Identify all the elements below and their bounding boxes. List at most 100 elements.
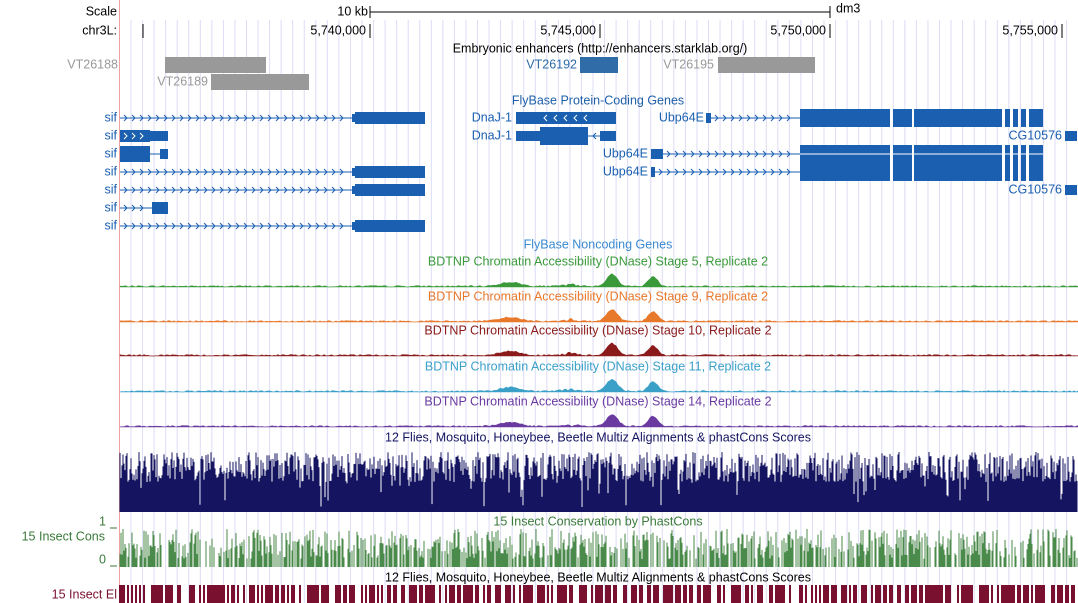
exon	[120, 146, 150, 162]
track-title: BDTNP Chromatin Accessibility (DNase) St…	[424, 394, 771, 408]
exon	[516, 131, 540, 141]
exon	[1029, 163, 1043, 181]
track-title: 12 Flies, Mosquito, Honeybee, Beetle Mul…	[385, 430, 811, 444]
enhancer-block	[165, 57, 266, 73]
strand-arrows	[123, 168, 344, 176]
signal	[119, 378, 1078, 393]
gene-label: DnaJ-1	[472, 110, 512, 124]
track-title: BDTNP Chromatin Accessibility (DNase) St…	[425, 359, 771, 373]
track-title: FlyBase Noncoding Genes	[524, 237, 673, 251]
track-title: 15 Insect Conservation by PhastCons	[493, 514, 702, 528]
exon	[540, 127, 588, 145]
track-label: 15 Insect Cons	[22, 529, 105, 543]
assembly: dm3	[836, 1, 860, 15]
scale-length: 10 kb	[337, 4, 368, 18]
signal	[119, 414, 1078, 428]
exon	[1013, 163, 1018, 181]
gene-label: DnaJ-1	[472, 128, 512, 142]
exon	[352, 186, 355, 194]
scale-label: Scale	[86, 4, 117, 18]
exon	[1013, 109, 1018, 127]
signal	[119, 273, 1078, 288]
gene-label: CG10576	[1008, 128, 1062, 142]
enhancer-label: VT26192	[526, 57, 577, 71]
enhancer-label: VT26189	[157, 74, 208, 88]
exon	[808, 163, 890, 181]
exon	[1065, 131, 1077, 141]
enhancer-block	[718, 57, 815, 73]
exon	[355, 184, 425, 196]
exon	[352, 114, 355, 122]
position-label: 5,745,000	[540, 23, 596, 37]
gene-label: CG10576	[1008, 182, 1062, 196]
exon	[914, 163, 1002, 181]
exon	[1021, 109, 1026, 127]
track-title: 12 Flies, Mosquito, Honeybee, Beetle Mul…	[385, 570, 811, 584]
gene-label: sif	[105, 128, 118, 142]
gene-label: sif	[105, 200, 118, 214]
axis-max: 1	[99, 514, 106, 528]
strand-arrows	[658, 168, 791, 176]
exon	[152, 202, 168, 214]
strand-arrows	[543, 114, 588, 122]
signal-bars	[119, 529, 1078, 567]
exon	[651, 149, 663, 159]
exon	[160, 149, 168, 159]
exon	[355, 112, 425, 124]
gene-label: sif	[105, 164, 118, 178]
chrom-label: chr3L:	[82, 23, 117, 37]
exon	[1065, 185, 1077, 195]
exon	[1005, 163, 1010, 181]
signal-bars	[119, 452, 1078, 512]
gene-label: Ubp64E	[603, 146, 648, 160]
signal-bars	[119, 585, 1075, 603]
position-label: 5,740,000	[310, 23, 366, 37]
enhancer-label: VT26195	[663, 57, 714, 71]
track-title: BDTNP Chromatin Accessibility (DNase) St…	[428, 289, 768, 303]
exon	[600, 131, 616, 141]
gene-label: sif	[105, 146, 118, 160]
exon	[150, 131, 168, 141]
exon	[651, 167, 655, 177]
signal	[119, 309, 1078, 323]
strand-arrows	[714, 114, 791, 122]
exon	[1029, 109, 1043, 127]
strand-arrows	[123, 204, 144, 212]
exon	[914, 109, 1002, 127]
position-label: 5,755,000	[1002, 23, 1058, 37]
exon	[800, 109, 808, 127]
strand-arrows	[123, 222, 344, 230]
exon	[706, 113, 711, 123]
track-title: FlyBase Protein-Coding Genes	[512, 93, 684, 107]
track-label: 15 Insect El	[52, 587, 117, 601]
track-title: Embryonic enhancers (http://enhancers.st…	[453, 41, 748, 55]
signal	[119, 342, 1078, 357]
strand-arrows	[123, 114, 344, 122]
strand-arrows	[592, 132, 597, 140]
exon	[355, 220, 425, 232]
exon	[1021, 163, 1026, 181]
strand-arrows	[123, 186, 344, 194]
track-title: BDTNP Chromatin Accessibility (DNase) St…	[424, 323, 771, 337]
exon	[516, 112, 616, 124]
exon	[808, 109, 890, 127]
gene-label: sif	[105, 110, 118, 124]
exon	[893, 109, 912, 127]
exon	[355, 166, 425, 178]
position-label: 5,750,000	[770, 23, 826, 37]
strand-arrows	[666, 150, 791, 158]
gene-label: sif	[105, 182, 118, 196]
enhancer-label: VT26188	[67, 57, 118, 71]
gene-label: sif	[105, 218, 118, 232]
exon	[800, 163, 808, 181]
track-title: BDTNP Chromatin Accessibility (DNase) St…	[428, 254, 768, 268]
enhancer-block	[211, 74, 309, 90]
exon	[352, 222, 355, 230]
strand-arrows	[123, 132, 144, 140]
exon	[1005, 109, 1010, 127]
axis-min: 0	[99, 552, 106, 566]
exon	[352, 168, 355, 176]
gene-label: Ubp64E	[603, 164, 648, 178]
exon	[893, 163, 912, 181]
